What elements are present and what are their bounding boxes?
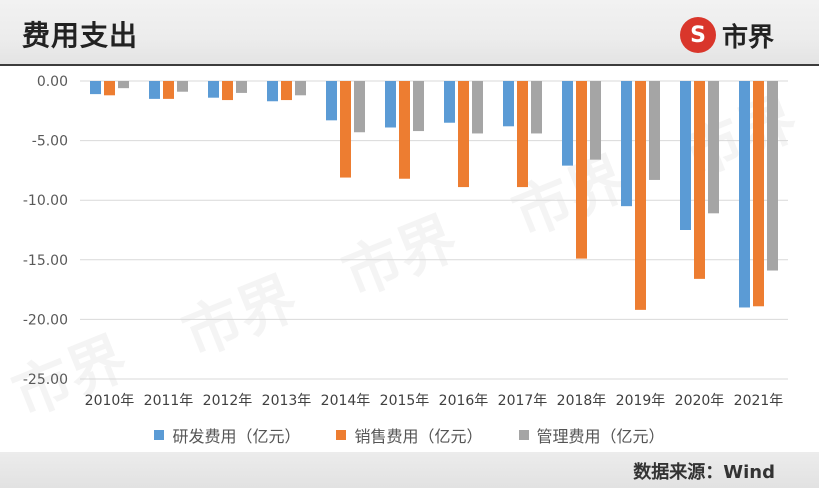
legend-item: 销售费用（亿元） [336,423,483,447]
bar [444,81,455,123]
footer-bar: 数据来源：Wind [0,452,819,488]
logo-icon: S [680,17,716,53]
bar [385,81,396,128]
bar [635,81,646,310]
data-source-label: 数据来源：Wind [633,462,775,483]
bar [517,81,528,188]
y-tick-label: -5.00 [32,134,68,150]
bar [267,81,278,102]
legend-label: 研发费用（亿元） [172,427,301,446]
x-tick-label: 2020年 [675,393,725,409]
legend-swatch [336,430,347,440]
header-bar: 费用支出 S 市界 [0,0,819,64]
y-tick-label: -20.00 [23,312,68,328]
bar [118,81,129,89]
bar [163,81,174,99]
header-divider [0,64,819,66]
bar [531,81,542,134]
bar [708,81,719,214]
bar [340,81,351,178]
x-tick-label: 2013年 [262,393,312,409]
bar [458,81,469,188]
bar [90,81,101,95]
bar [281,81,292,101]
bar [680,81,691,230]
legend-swatch [154,430,165,440]
bar [104,81,115,96]
brand-logo: S 市界 [680,16,774,54]
logo-text: 市界 [722,22,775,53]
bar [739,81,750,308]
bar [649,81,660,180]
bar [503,81,514,127]
bar [753,81,764,307]
bar [694,81,705,279]
x-tick-label: 2012年 [203,393,253,409]
bar [562,81,573,166]
bar [413,81,424,132]
x-tick-label: 2015年 [380,393,430,409]
x-tick-label: 2016年 [439,393,489,409]
x-tick-label: 2018年 [557,393,607,409]
legend-swatch [518,430,529,440]
bar [326,81,337,121]
bar [399,81,410,179]
bar [222,81,233,101]
expense-bar-chart: 0.00 -5.00 -10.00 -15.00 -20.00 -25.00 2010年 20… [23,74,788,409]
bar [576,81,587,259]
bar [236,81,247,93]
page-title: 费用支出 [22,19,139,52]
bar [767,81,778,271]
bar [472,81,483,134]
bar [295,81,306,96]
bar [621,81,632,207]
x-tick-label: 2010年 [85,393,135,409]
legend-item: 研发费用（亿元） [154,423,300,447]
legend-label: 管理费用（亿元） [536,427,665,446]
x-tick-label: 2014年 [321,393,371,409]
y-tick-label: -10.00 [23,193,68,209]
bar [590,81,601,160]
legend-item: 管理费用（亿元） [518,423,665,447]
bar [177,81,188,92]
y-tick-label: 0.00 [37,74,68,90]
chart-legend: 研发费用（亿元） 销售费用（亿元） 管理费用（亿元） [0,424,819,446]
bar [354,81,365,133]
bar [208,81,219,98]
x-tick-label: 2021年 [734,393,784,409]
y-tick-label: -15.00 [23,253,68,269]
y-tick-label: -25.00 [23,372,68,388]
x-tick-label: 2011年 [144,393,194,409]
bar [149,81,160,99]
x-tick-label: 2017年 [498,393,548,409]
x-tick-label: 2019年 [616,393,666,409]
legend-label: 销售费用（亿元） [354,427,483,446]
